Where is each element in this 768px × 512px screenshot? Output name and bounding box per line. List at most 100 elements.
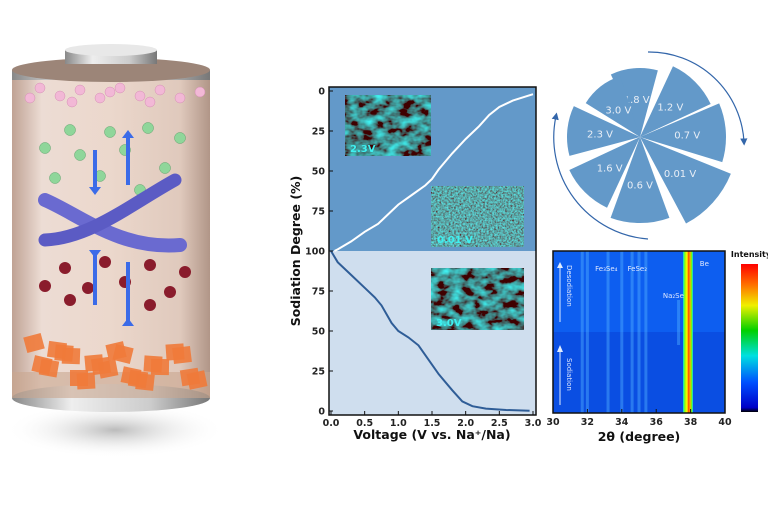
- inset-label: 3.0V: [436, 318, 462, 329]
- heatmap-x-axis-label: 2θ (degree): [598, 429, 681, 444]
- y-tick-label: 25: [312, 127, 325, 138]
- pie-slice: [569, 137, 640, 208]
- x-tick-label: 32: [581, 417, 594, 428]
- fiber: [38, 193, 187, 253]
- be-peak: [683, 251, 694, 413]
- red-sphere: [82, 282, 94, 294]
- heatmap-frame: [552, 250, 726, 414]
- pink-sphere: [54, 90, 66, 102]
- pie-slice: [585, 76, 640, 137]
- inset-0-01v: 0.01 V: [431, 186, 524, 247]
- y-tick-label: 0: [318, 407, 325, 418]
- sodiation-label: Sodiation: [565, 358, 573, 391]
- pink-sphere: [24, 92, 36, 104]
- discharge-curve: [330, 250, 530, 412]
- peak-annotation: Fe₃Se₄: [595, 265, 618, 273]
- pink-sphere: [194, 86, 206, 98]
- x-tick-label: 1.5: [424, 418, 441, 429]
- heatmap-sodiation-region: [553, 332, 725, 413]
- red-sphere: [99, 256, 111, 268]
- diffraction-peak: [606, 251, 610, 413]
- red-sphere: [39, 280, 51, 292]
- x-tick-label: 38: [684, 417, 698, 428]
- y-tick-label: 100: [305, 247, 325, 258]
- ion-arrowhead: [122, 130, 134, 138]
- pink-sphere: [114, 82, 126, 94]
- green-sphere: [39, 142, 51, 154]
- x-tick-label: 1.0: [390, 418, 407, 429]
- battery-illustration: [5, 44, 225, 458]
- diffraction-peak: [620, 251, 624, 413]
- y-axis-label: Sodiation Degree (%): [288, 176, 303, 327]
- green-sphere: [159, 162, 171, 174]
- pie-slice-label: 0.7 V: [674, 131, 700, 142]
- pink-sphere: [66, 96, 78, 108]
- x-tick-label: 30: [546, 417, 560, 428]
- orange-cube: [143, 355, 163, 373]
- x-tick-label: 36: [650, 417, 664, 428]
- peak-annotation: Be: [700, 260, 709, 268]
- diffraction-peak: [637, 251, 641, 413]
- charge-curve: [333, 93, 534, 252]
- battery-shadow: [5, 402, 225, 458]
- sodiation-arrowhead: [557, 345, 563, 352]
- inset-image-texture: [345, 95, 431, 156]
- orange-cube: [46, 340, 68, 360]
- diffraction-peak: [644, 251, 648, 413]
- x-tick-label: 40: [718, 417, 732, 428]
- pie-slice-label: 1.8 V: [624, 95, 650, 106]
- green-sphere: [64, 124, 76, 136]
- red-sphere: [144, 299, 156, 311]
- counterclockwise-arrow: [551, 112, 649, 240]
- diffraction-peak: [585, 251, 589, 413]
- ion-arrowhead: [89, 250, 101, 258]
- inset-label: 0.01 V: [437, 235, 473, 246]
- inset-3-0v: 3.0V: [431, 268, 524, 330]
- x-tick-label: 0.5: [356, 418, 373, 429]
- desodiation-label: Desodiation: [565, 265, 573, 307]
- ion-arrowhead: [89, 187, 101, 195]
- x-tick-label: 2.5: [491, 418, 508, 429]
- inset-label: 2.3V: [350, 144, 376, 155]
- pie-slice: [640, 103, 726, 163]
- red-sphere: [179, 266, 191, 278]
- xrd-heatmap: 30 32 34 36 38 40 Fe₃Se₄ FeSe₂ Na₂Se Be Desodiat…: [546, 250, 768, 444]
- red-sphere: [64, 294, 76, 306]
- pie-slice: [610, 137, 670, 224]
- y-tick-label: 75: [312, 207, 325, 218]
- red-sphere: [164, 286, 176, 298]
- diffraction-peak: [630, 251, 634, 413]
- peak-annotation: FeSe₂: [628, 265, 648, 273]
- y-tick-label: 50: [312, 167, 326, 178]
- x-tick-label: 34: [615, 417, 629, 428]
- green-sphere: [74, 149, 86, 161]
- pie-slice-label: 3.0 V: [605, 105, 631, 116]
- clockwise-arrow: [647, 51, 748, 146]
- orange-cube: [70, 370, 88, 386]
- x-axis-label: Voltage (V vs. Na⁺/Na): [353, 427, 510, 442]
- pie-slice: [640, 66, 711, 137]
- pie-slice-label: 0.01 V: [664, 169, 696, 180]
- colorbar: [741, 264, 758, 412]
- pie-slice-label: 1.6 V: [597, 163, 623, 174]
- peak-annotation: Na₂Se: [663, 292, 684, 300]
- colorbar-label: Intensity: [731, 250, 768, 259]
- x-tick-label: 0.0: [323, 418, 340, 429]
- green-sphere: [142, 122, 154, 134]
- orange-cube: [120, 366, 142, 386]
- battery-top: [12, 58, 210, 82]
- pink-sphere: [144, 96, 156, 108]
- diffraction-peak: [677, 300, 681, 345]
- orange-cube: [84, 354, 104, 372]
- x-tick-label: 2.0: [457, 418, 474, 429]
- y-tick-label: 25: [312, 367, 325, 378]
- pink-sphere: [134, 90, 146, 102]
- pie-slice-label: 2.3 V: [587, 130, 613, 141]
- inset-image-texture: [431, 186, 524, 247]
- green-sphere: [104, 126, 116, 138]
- pie-slice: [567, 106, 640, 156]
- green-sphere: [49, 172, 61, 184]
- orange-cube: [105, 341, 127, 361]
